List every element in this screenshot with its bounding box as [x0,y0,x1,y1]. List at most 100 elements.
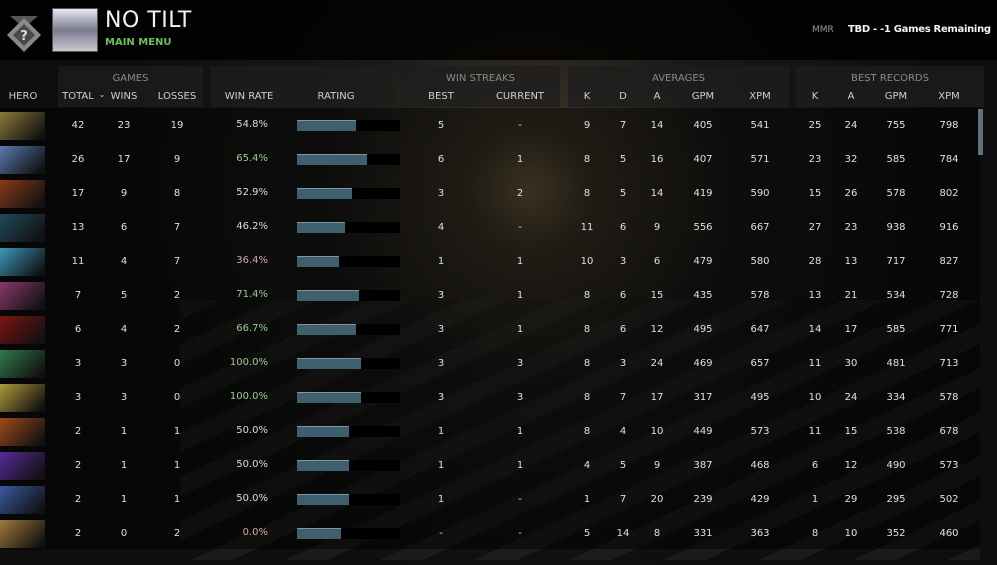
player-avatar[interactable] [52,8,98,52]
rating-bar-fill [297,290,359,301]
averages-header: AVERAGES [652,73,705,84]
scrollbar[interactable] [978,109,983,155]
column-header-gpm[interactable]: GPM [691,91,715,102]
rating-bar-fill [297,358,361,369]
cell-xpm: 573 [750,426,770,437]
cell-br-a: 26 [844,188,858,199]
column-header-d[interactable]: D [619,91,627,102]
column-header-best[interactable]: BEST [428,91,454,102]
table-row[interactable]: 13 6 7 46.2% 4 - 11 6 9 556 667 27 23 938 916 [0,211,980,245]
rating-bar-fill [297,392,361,403]
column-header-k[interactable]: K [583,91,591,102]
cell-gpm: 407 [693,154,713,165]
table-row[interactable]: 2 1 1 50.0% 1 1 8 4 10 449 573 11 15 538 678 [0,415,980,449]
cell-br-gpm: 538 [886,426,906,437]
cell-br-k: 13 [808,290,822,301]
cell-a: 14 [650,120,664,131]
column-header-br-a[interactable]: A [847,91,855,102]
cell-win-rate: 50.0% [236,493,268,504]
cell-br-gpm: 578 [886,188,906,199]
table-row[interactable]: 7 5 2 71.4% 3 1 8 6 15 435 578 13 21 534 728 [0,279,980,313]
column-header-hero[interactable]: HERO [8,91,38,102]
cell-wins: 3 [120,358,128,369]
cell-a: 9 [653,222,661,233]
main-menu-link[interactable]: MAIN MENU [105,37,172,48]
column-header-wins[interactable]: WINS [110,91,138,102]
cell-br-a: 15 [844,426,858,437]
column-header-br-k[interactable]: K [811,91,819,102]
hero-portrait[interactable] [0,112,45,140]
cell-wins: 3 [120,392,128,403]
hero-portrait[interactable] [0,248,45,276]
table-row[interactable]: 11 4 7 36.4% 1 1 10 3 6 479 580 28 13 717 827 [0,245,980,279]
cell-br-k: 23 [808,154,822,165]
column-header-rating[interactable]: RATING [317,91,355,102]
hero-portrait[interactable] [0,316,45,344]
cell-d: 3 [619,358,627,369]
cell-br-gpm: 334 [886,392,906,403]
cell-br-a: 10 [844,528,858,539]
cell-gpm: 239 [693,494,713,505]
column-header-total[interactable]: TOTAL [62,91,94,102]
cell-current: - [518,120,522,131]
averages-group [568,66,789,107]
column-header-a[interactable]: A [653,91,661,102]
cell-a: 10 [650,426,664,437]
table-row[interactable]: 3 3 0 100.0% 3 3 8 3 24 469 657 11 30 481 713 [0,347,980,381]
rating-bar [297,290,400,301]
table-row[interactable]: 2 0 2 0.0% - - 5 14 8 331 363 8 10 352 460 [0,517,980,551]
cell-gpm: 317 [693,392,713,403]
cell-k: 8 [583,290,591,301]
cell-k: 5 [583,528,591,539]
cell-gpm: 556 [693,222,713,233]
table-row[interactable]: 42 23 19 54.8% 5 - 9 7 14 405 541 25 24 755 798 [0,109,980,143]
cell-xpm: 580 [750,256,770,267]
cell-br-gpm: 295 [886,494,906,505]
win-streaks-header: WIN STREAKS [446,73,515,84]
cell-br-a: 13 [844,256,858,267]
cell-current: 1 [516,426,524,437]
hero-portrait[interactable] [0,350,45,378]
cell-br-k: 1 [811,494,819,505]
table-row[interactable]: 3 3 0 100.0% 3 3 8 7 17 317 495 10 24 334 578 [0,381,980,415]
hero-portrait[interactable] [0,180,45,208]
column-header-br-xpm[interactable]: XPM [938,91,960,102]
column-header-current[interactable]: CURRENT [495,91,545,102]
cell-best: 1 [437,256,445,267]
table-row[interactable]: 6 4 2 66.7% 3 1 8 6 12 495 647 14 17 585 771 [0,313,980,347]
cell-best: 4 [437,222,445,233]
hero-portrait[interactable] [0,452,45,480]
cell-current: 1 [516,256,524,267]
hero-portrait[interactable] [0,520,45,548]
hero-portrait[interactable] [0,214,45,242]
hero-portrait[interactable] [0,384,45,412]
cell-win-rate: 54.8% [236,119,268,130]
cell-k: 10 [580,256,594,267]
hero-portrait[interactable] [0,282,45,310]
cell-br-a: 29 [844,494,858,505]
cell-a: 17 [650,392,664,403]
column-header-xpm[interactable]: XPM [749,91,771,102]
cell-total: 7 [74,290,82,301]
sort-descending-icon[interactable]: ⌄ [98,90,106,99]
cell-losses: 2 [173,528,181,539]
table-row[interactable]: 2 1 1 50.0% 1 1 4 5 9 387 468 6 12 490 573 [0,449,980,483]
cell-xpm: 541 [750,120,770,131]
hero-portrait[interactable] [0,418,45,446]
cell-current: - [518,494,522,505]
cell-wins: 1 [120,494,128,505]
table-row[interactable]: 2 1 1 50.0% 1 - 1 7 20 239 429 1 29 295 502 [0,483,980,517]
cell-win-rate: 65.4% [236,153,268,164]
table-row[interactable]: 26 17 9 65.4% 6 1 8 5 16 407 571 23 32 585 784 [0,143,980,177]
cell-xpm: 571 [750,154,770,165]
cell-wins: 23 [117,120,131,131]
column-header-br-gpm[interactable]: GPM [884,91,908,102]
column-header-win-rate[interactable]: WIN RATE [224,91,274,102]
column-header-losses[interactable]: LOSSES [157,91,197,102]
rating-bar [297,324,400,335]
hero-portrait[interactable] [0,486,45,514]
cell-gpm: 331 [693,528,713,539]
table-row[interactable]: 17 9 8 52.9% 3 2 8 5 14 419 590 15 26 578 802 [0,177,980,211]
hero-portrait[interactable] [0,146,45,174]
cell-br-a: 24 [844,120,858,131]
